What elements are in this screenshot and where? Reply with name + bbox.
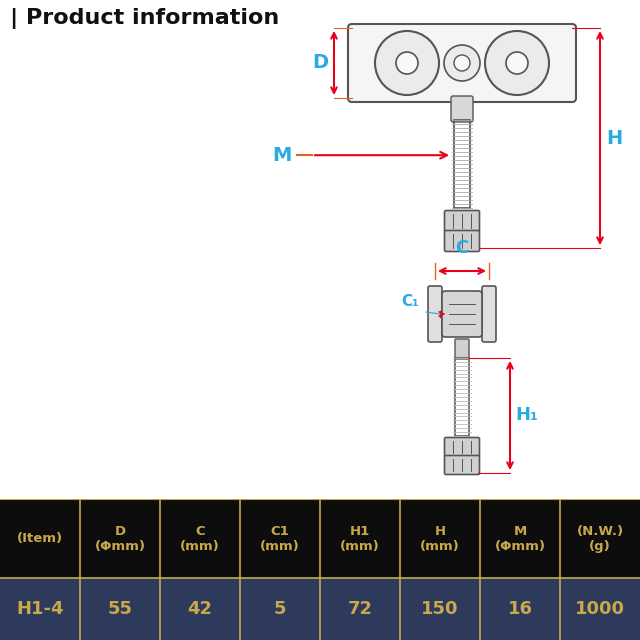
FancyBboxPatch shape bbox=[442, 291, 482, 337]
Text: 16: 16 bbox=[508, 600, 532, 618]
Circle shape bbox=[444, 45, 480, 81]
Circle shape bbox=[454, 55, 470, 71]
Text: D: D bbox=[312, 54, 328, 72]
Text: (N.W.)
(g): (N.W.) (g) bbox=[577, 525, 623, 552]
Text: C1
(mm): C1 (mm) bbox=[260, 525, 300, 552]
Text: H1
(mm): H1 (mm) bbox=[340, 525, 380, 552]
Text: (Item): (Item) bbox=[17, 532, 63, 545]
Text: 1000: 1000 bbox=[575, 600, 625, 618]
Circle shape bbox=[485, 31, 549, 95]
FancyBboxPatch shape bbox=[445, 211, 479, 232]
Text: H1-4: H1-4 bbox=[16, 600, 64, 618]
FancyBboxPatch shape bbox=[445, 456, 479, 474]
FancyBboxPatch shape bbox=[348, 24, 576, 102]
Text: H₁: H₁ bbox=[515, 406, 538, 424]
Bar bbox=[0, 578, 640, 640]
Text: M: M bbox=[273, 146, 292, 164]
Text: 55: 55 bbox=[108, 600, 132, 618]
FancyBboxPatch shape bbox=[428, 286, 442, 342]
Text: C₁: C₁ bbox=[401, 294, 419, 309]
Text: H: H bbox=[606, 129, 622, 147]
Text: | Product information: | Product information bbox=[10, 8, 279, 29]
Text: 5: 5 bbox=[274, 600, 286, 618]
Text: 150: 150 bbox=[421, 600, 459, 618]
Text: M
(Φmm): M (Φmm) bbox=[495, 525, 545, 552]
FancyBboxPatch shape bbox=[445, 438, 479, 456]
Circle shape bbox=[506, 52, 528, 74]
FancyBboxPatch shape bbox=[445, 230, 479, 252]
Text: 72: 72 bbox=[348, 600, 372, 618]
Text: H
(mm): H (mm) bbox=[420, 525, 460, 552]
Circle shape bbox=[375, 31, 439, 95]
FancyBboxPatch shape bbox=[482, 286, 496, 342]
FancyBboxPatch shape bbox=[455, 339, 469, 359]
Circle shape bbox=[396, 52, 418, 74]
Text: C: C bbox=[456, 239, 468, 257]
Text: D
(Φmm): D (Φmm) bbox=[95, 525, 145, 552]
FancyBboxPatch shape bbox=[451, 96, 473, 122]
Text: 42: 42 bbox=[188, 600, 212, 618]
Text: C
(mm): C (mm) bbox=[180, 525, 220, 552]
Bar bbox=[0, 499, 640, 578]
